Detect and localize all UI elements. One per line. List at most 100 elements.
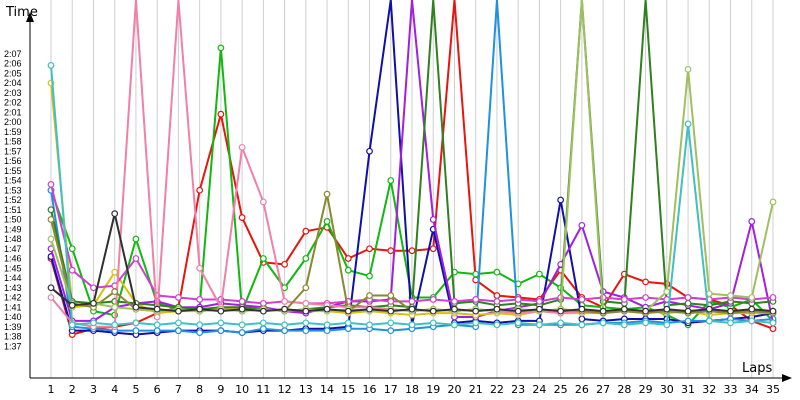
data-point	[536, 298, 543, 305]
data-point	[408, 321, 416, 329]
data-point	[111, 288, 119, 296]
data-point	[111, 210, 119, 218]
data-point	[493, 298, 501, 305]
data-point	[684, 65, 692, 73]
data-point	[259, 198, 267, 206]
y-tick-labels: 1:371:381:391:401:411:421:431:441:451:46…	[4, 49, 22, 352]
data-point	[748, 305, 756, 313]
x-tick-label: 22	[490, 383, 504, 396]
data-point	[153, 321, 161, 329]
data-point	[68, 301, 76, 309]
y-tick-label: 2:07	[4, 49, 22, 59]
y-tick-label: 1:48	[4, 234, 22, 244]
data-point	[132, 303, 140, 311]
data-point	[557, 196, 565, 204]
x-tick-labels: 1 2 3 4 5 6 7 8 9 10 11 12 13 14 15 16 17 18 19 20 21 22 23 24 2…	[48, 383, 781, 396]
data-point	[175, 294, 182, 301]
data-point	[387, 177, 395, 184]
data-point	[344, 319, 352, 327]
x-tick-label: 13	[299, 383, 313, 396]
y-tick-label: 1:42	[4, 293, 22, 303]
data-point	[727, 292, 734, 299]
data-point	[642, 294, 649, 301]
data-point	[472, 296, 480, 303]
y-tick-label: 1:43	[4, 283, 22, 293]
y-tick-label: 1:38	[4, 332, 22, 342]
data-point	[217, 327, 225, 335]
data-point	[578, 296, 586, 303]
data-point	[47, 235, 55, 243]
data-point	[514, 307, 522, 315]
data-point	[344, 325, 352, 333]
data-point	[387, 292, 395, 299]
y-tick-label: 1:39	[4, 322, 22, 332]
data-point	[387, 298, 395, 305]
data-point	[281, 298, 288, 305]
data-point	[705, 305, 713, 313]
data-point	[769, 325, 777, 333]
data-point	[451, 298, 458, 305]
data-point	[217, 307, 225, 315]
data-point	[408, 247, 416, 255]
x-tick-label: 20	[447, 383, 461, 396]
data-point	[493, 305, 501, 313]
data-point	[302, 255, 310, 262]
data-point	[620, 321, 628, 329]
y-tick-label: 1:51	[4, 205, 22, 215]
x-tick-label: 33	[724, 383, 738, 396]
y-axis-title: Time	[5, 5, 38, 20]
data-point	[68, 266, 76, 274]
data-point	[111, 303, 119, 311]
data-point	[196, 296, 204, 303]
series	[47, 210, 777, 315]
data-point	[132, 235, 140, 243]
x-tick-label: 4	[111, 383, 118, 396]
data-point	[408, 305, 416, 313]
data-point	[429, 216, 437, 223]
data-point	[642, 307, 649, 315]
x-tick-label: 11	[256, 383, 270, 396]
data-point	[175, 307, 182, 315]
x-tick-label: 3	[90, 383, 97, 396]
data-point	[769, 198, 777, 206]
data-point	[578, 305, 586, 313]
x-tick-label: 24	[532, 383, 546, 396]
data-point	[663, 288, 671, 296]
data-point	[238, 298, 246, 305]
data-point	[536, 270, 543, 278]
x-tick-label: 2	[69, 383, 76, 396]
data-point	[578, 315, 586, 323]
data-point	[748, 317, 756, 325]
data-point	[175, 327, 182, 335]
data-point	[302, 227, 310, 235]
x-tick-label: 17	[384, 383, 398, 396]
data-point	[769, 294, 777, 301]
y-axis-arrow	[26, 12, 34, 22]
data-point	[344, 266, 352, 274]
data-point	[196, 264, 204, 272]
series	[47, 62, 777, 329]
data-point	[132, 255, 140, 262]
x-tick-label: 30	[660, 383, 674, 396]
x-tick-label: 29	[639, 383, 653, 396]
data-point	[47, 206, 55, 214]
data-point	[387, 319, 395, 327]
data-point	[429, 296, 437, 303]
data-point	[599, 319, 607, 327]
data-point	[196, 305, 204, 313]
data-point	[259, 325, 267, 333]
data-point	[387, 307, 395, 315]
x-tick-label: 18	[405, 383, 419, 396]
data-point	[196, 329, 204, 337]
data-point	[684, 294, 692, 301]
y-tick-label: 1:50	[4, 215, 22, 225]
y-tick-label: 1:44	[4, 273, 22, 283]
data-point	[323, 327, 331, 335]
data-point	[302, 319, 310, 327]
data-point	[153, 327, 161, 335]
data-point	[281, 305, 288, 313]
data-point	[47, 294, 55, 301]
data-point	[302, 307, 310, 315]
axes	[26, 12, 792, 382]
data-point	[238, 214, 246, 221]
